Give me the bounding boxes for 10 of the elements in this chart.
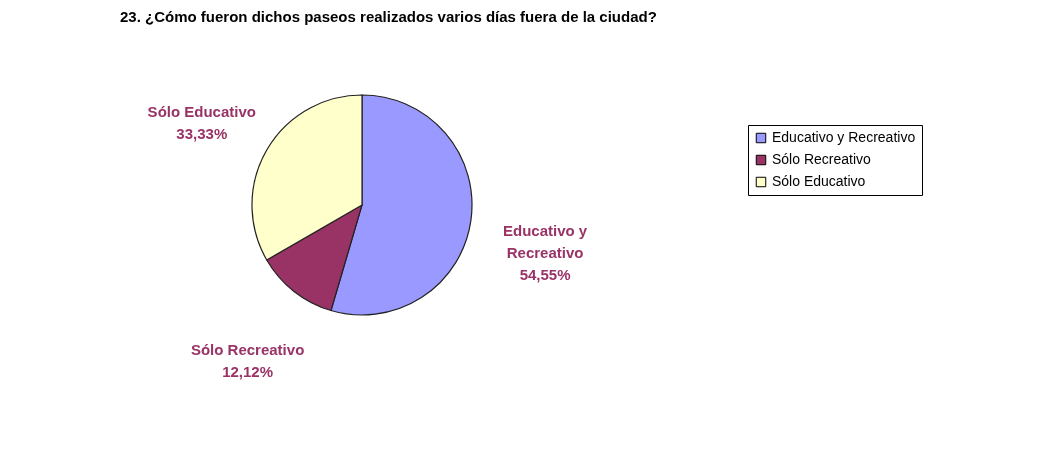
slice-label: Sólo Educativo — [147, 103, 256, 121]
legend-label: Sólo Educativo — [772, 173, 866, 189]
legend-label: Educativo y Recreativo — [772, 129, 916, 145]
data-label: 54,55% — [519, 266, 571, 284]
chart-title: 23. ¿Cómo fueron dichos paseos realizados varios días fuera de la ciudad? — [120, 8, 657, 25]
slice-label: Sólo Recreativo — [190, 341, 305, 359]
data-label: 12,12% — [222, 363, 274, 381]
slice-label: Educativo y Recreativo — [503, 222, 588, 262]
legend-label: Sólo Recreativo — [772, 151, 872, 167]
data-label: 33,33% — [176, 125, 228, 143]
